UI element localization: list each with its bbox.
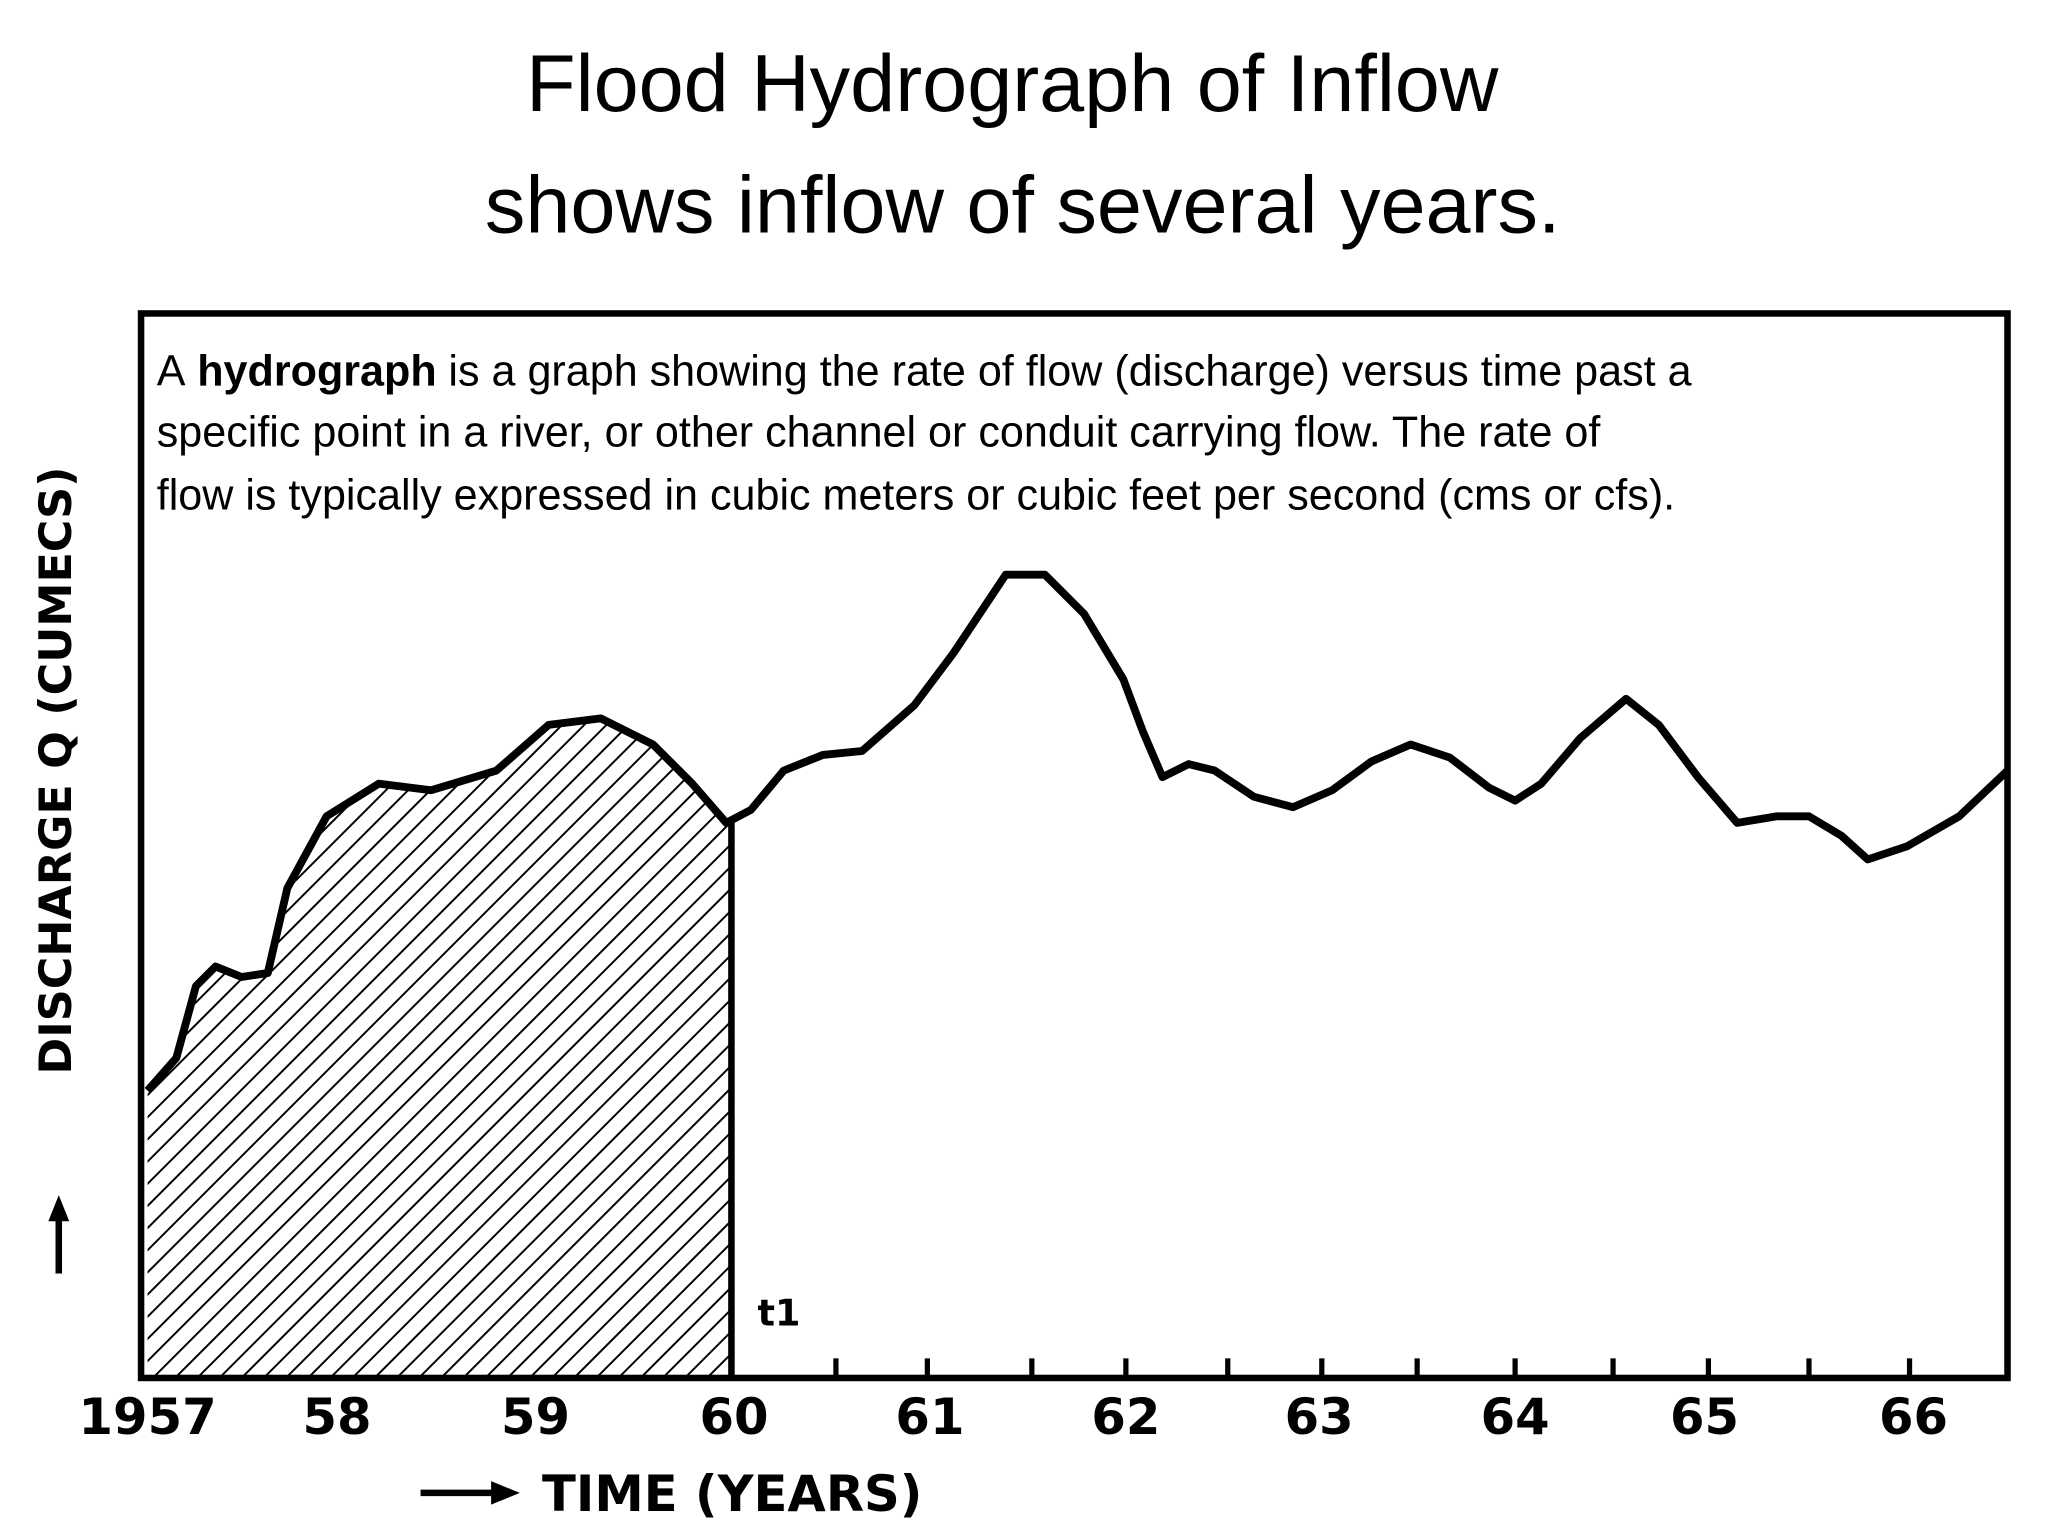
x-tick-label: 60 — [700, 1388, 769, 1446]
description-text: is a graph showing the rate of flow (dis… — [448, 347, 1691, 395]
description-line: flow is typically expressed in cubic met… — [157, 471, 1675, 519]
x-label: TIME (YEARS) — [542, 1465, 922, 1523]
title-line: Flood Hydrograph of Inflow — [526, 39, 1499, 129]
hydrograph-curve — [144, 570, 2011, 1094]
x-tick-label: 59 — [501, 1388, 570, 1446]
x-tick-label: 61 — [895, 1388, 964, 1446]
x-tick-label: 62 — [1091, 1388, 1160, 1446]
x-tick-label: 58 — [302, 1388, 371, 1446]
x-tick-label: 63 — [1285, 1388, 1354, 1446]
y-axis-label: DISCHARGE Q (CUMECS) — [31, 467, 82, 1274]
x-tick-labels: 1957 58 59 60 61 62 63 64 65 66 — [79, 1388, 1948, 1446]
y-label: DISCHARGE Q (CUMECS) — [31, 467, 82, 1075]
x-tick-label: 64 — [1481, 1388, 1550, 1446]
title-line: shows inflow of several years. — [485, 160, 1561, 250]
x-tick-label: 1957 — [79, 1388, 217, 1446]
x-tick-label: 66 — [1879, 1388, 1948, 1446]
x-tick-label: 65 — [1670, 1388, 1739, 1446]
x-axis-label: TIME (YEARS) — [420, 1465, 922, 1523]
description-lead: A — [157, 347, 186, 395]
tick-marks — [833, 1358, 1913, 1378]
hatched-area — [147, 718, 732, 1378]
description-line: specific point in a river, or other chan… — [157, 409, 1602, 457]
chart-frame — [137, 310, 2011, 1382]
description-term: hydrograph — [197, 347, 436, 395]
marker-label: t1 — [758, 1292, 801, 1335]
